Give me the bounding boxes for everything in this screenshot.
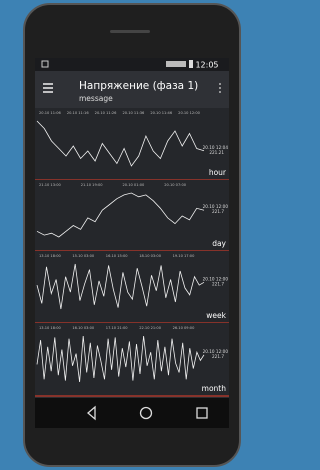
nav-bar	[35, 398, 229, 428]
chart-panel	[35, 180, 229, 251]
time-label: 21.10 13:00	[39, 183, 62, 187]
time-label: 17.10 21:00	[106, 326, 129, 330]
speaker	[110, 30, 150, 33]
app-subtitle: message	[79, 94, 113, 103]
time-label: 16.10 03:00	[72, 326, 95, 330]
screen: 12:05 Напряжение (фаза 1) message 20.10 …	[0, 0, 261, 470]
period-label: hour	[209, 168, 227, 177]
time-label: 20.10 11:26	[95, 111, 118, 115]
last-value: 221.21	[209, 150, 224, 155]
period-label: day	[212, 239, 226, 248]
time-label: 13.10 18:00	[39, 254, 62, 258]
battery-icon	[189, 60, 193, 68]
overflow-button[interactable]	[219, 83, 221, 93]
last-value: 221.7	[212, 209, 224, 214]
page: {"status_bar": {"time": "12:05"}, "app_b…	[0, 0, 261, 470]
time-label: 16.10 15:00	[106, 254, 129, 258]
status-time: 12:05	[195, 61, 218, 70]
time-label: 19.10 17:00	[173, 254, 196, 258]
chart-panel	[35, 108, 229, 180]
time-label: 13.10 18:00	[39, 326, 62, 330]
app-title: Напряжение (фаза 1)	[79, 80, 198, 92]
time-label: 15.10 03:00	[72, 254, 95, 258]
dot	[219, 87, 221, 89]
last-value: 221.7	[212, 354, 224, 359]
charts: 20.10 11:06 20.10 11:16 20.10 11:26 20.10 1…	[35, 108, 229, 396]
time-label: 20.10 11:06	[39, 111, 62, 115]
status-icons	[166, 61, 186, 67]
time-label: 18.10 03:00	[139, 254, 162, 258]
time-label: 26.10 09:00	[173, 326, 196, 330]
time-label: 20.10 01:00	[123, 183, 146, 187]
period-label: month	[202, 384, 227, 393]
time-label: 20.10 11:46	[150, 111, 173, 115]
time-label: 20.10 11:36	[123, 111, 146, 115]
time-label: 20.10 11:16	[67, 111, 90, 115]
last-value: 221.7	[212, 281, 224, 286]
dot	[219, 91, 221, 93]
time-label: 20.10 12:00	[178, 111, 201, 115]
time-label: 20.10 07:00	[164, 183, 187, 187]
time-label: 22.10 21:00	[139, 326, 162, 330]
dot	[219, 83, 221, 85]
period-label: week	[206, 311, 226, 320]
time-label: 21.10 19:00	[81, 183, 104, 187]
